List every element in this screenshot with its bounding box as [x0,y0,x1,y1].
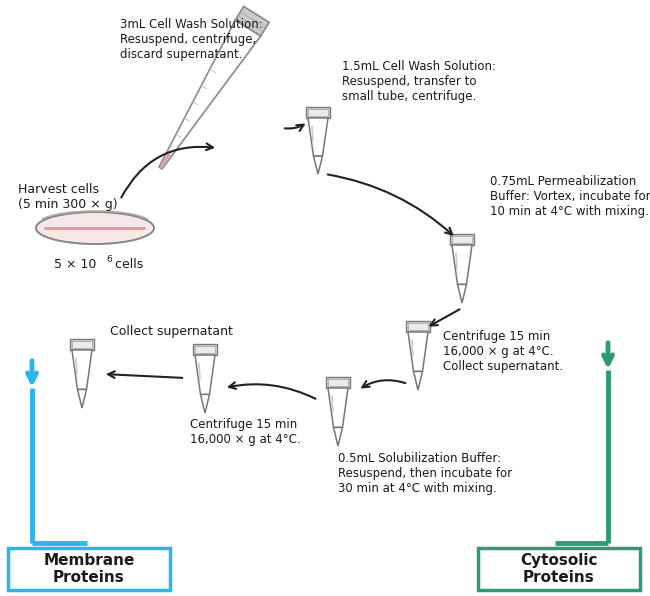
FancyBboxPatch shape [478,548,640,590]
Polygon shape [72,350,92,389]
Polygon shape [456,275,468,303]
Polygon shape [406,321,430,332]
Polygon shape [200,395,209,413]
Polygon shape [413,371,423,390]
Text: Membrane
Proteins: Membrane Proteins [44,553,135,585]
Text: Collect supernatant: Collect supernatant [110,325,233,338]
Polygon shape [72,341,92,348]
Text: 0.5mL Solubilization Buffer:
Resuspend, then incubate for
30 min at 4°C with mix: 0.5mL Solubilization Buffer: Resuspend, … [338,452,512,495]
Text: Centrifuge 15 min
16,000 × g at 4°C.
Collect supernatant.: Centrifuge 15 min 16,000 × g at 4°C. Col… [443,330,563,373]
Polygon shape [452,245,472,284]
Polygon shape [452,236,472,243]
Polygon shape [159,20,261,169]
Ellipse shape [36,212,154,244]
Polygon shape [458,284,467,303]
Polygon shape [333,427,343,446]
FancyBboxPatch shape [8,548,170,590]
Polygon shape [308,118,328,156]
Polygon shape [195,346,215,353]
Polygon shape [326,377,350,388]
Text: 5 × 10: 5 × 10 [54,258,96,271]
Polygon shape [235,7,269,36]
Polygon shape [195,355,215,395]
Polygon shape [450,234,474,245]
Polygon shape [328,379,348,386]
Text: 3mL Cell Wash Solution:
Resuspend, centrifuge,
discard supernatant.: 3mL Cell Wash Solution: Resuspend, centr… [120,18,263,61]
Polygon shape [328,388,348,427]
Text: Cytosolic
Proteins: Cytosolic Proteins [520,553,598,585]
Polygon shape [408,323,428,330]
Polygon shape [76,378,88,408]
Polygon shape [333,421,343,446]
Text: Centrifuge 15 min
16,000 × g at 4°C.: Centrifuge 15 min 16,000 × g at 4°C. [190,418,300,446]
Text: 6: 6 [106,255,112,264]
Text: 1.5mL Cell Wash Solution:
Resuspend, transfer to
small tube, centrifuge.: 1.5mL Cell Wash Solution: Resuspend, tra… [342,60,496,103]
Text: cells: cells [111,258,143,271]
Polygon shape [408,332,428,371]
Polygon shape [308,109,328,116]
Polygon shape [306,107,330,118]
Polygon shape [70,339,94,350]
Polygon shape [77,389,86,408]
Polygon shape [160,153,171,169]
Text: Harvest cells
(5 min 300 × g): Harvest cells (5 min 300 × g) [18,183,118,211]
Text: 0.75mL Permeabilization
Buffer: Vortex, incubate for
10 min at 4°C with mixing.: 0.75mL Permeabilization Buffer: Vortex, … [490,175,650,218]
Polygon shape [200,391,210,413]
Polygon shape [193,344,217,355]
Polygon shape [313,156,322,174]
